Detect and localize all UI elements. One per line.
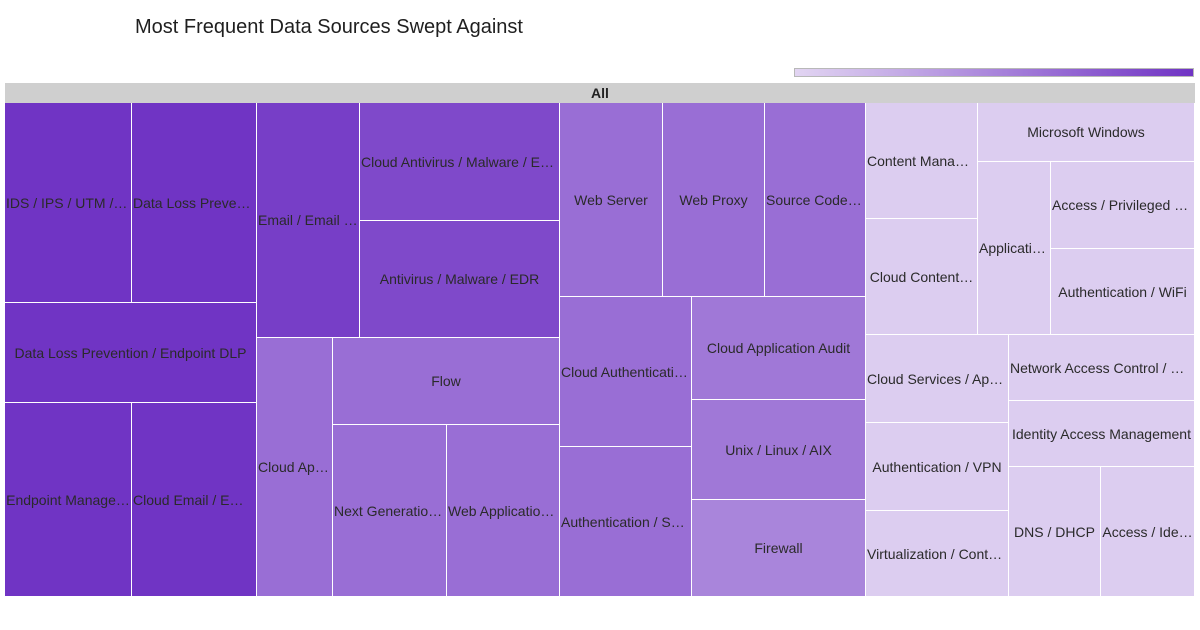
treemap-cell[interactable]: Virtualization / Conta… — [866, 511, 1009, 597]
treemap-area: IDS / IPS / UTM / T… Data Loss Prevent… Da… — [5, 103, 1195, 597]
treemap-cell-label: Applicatio… — [979, 240, 1050, 256]
color-scale-bar — [794, 68, 1194, 77]
treemap-cell-label: Endpoint Manage… — [6, 491, 130, 508]
treemap-cell-label: Firewall — [754, 540, 803, 556]
treemap-cell-label: Cloud Authenticatio… — [561, 363, 691, 380]
treemap-cell-label: Antivirus / Malware / EDR — [379, 271, 540, 287]
treemap-cell-label: Source Code R… — [766, 191, 865, 208]
treemap-cell[interactable]: Authentication / VPN — [866, 423, 1009, 511]
treemap-cell-label: Authentication / VPN — [872, 458, 1002, 475]
treemap-cell[interactable]: Next Generation… — [333, 425, 447, 597]
treemap-cell-label: Data Loss Prevent… — [133, 194, 256, 211]
treemap-cell-label: Next Generation… — [334, 502, 446, 519]
treemap-cell-label: Virtualization / Conta… — [867, 545, 1008, 562]
treemap-cell[interactable]: Flow — [333, 338, 560, 425]
treemap-cell[interactable]: Cloud Application Audit — [692, 297, 866, 400]
chart-title: Most Frequent Data Sources Swept Against — [135, 16, 523, 38]
treemap-cell[interactable]: DNS / DHCP — [1009, 467, 1101, 597]
treemap-cell-label: Identity Access Management — [1012, 425, 1191, 442]
treemap-cell[interactable]: Cloud Email / Ema… — [132, 403, 257, 597]
treemap-cell-label: Web Proxy — [679, 191, 748, 208]
treemap-cell-label: Authentication / WiFi — [1058, 283, 1187, 300]
treemap-cell-label: Authentication / SS… — [561, 513, 691, 530]
treemap-cell[interactable]: Cloud Content… — [866, 219, 978, 335]
treemap-cell-label: Cloud Email / Ema… — [133, 491, 256, 508]
treemap-cell-label: Unix / Linux / AIX — [725, 441, 832, 458]
treemap-cell-label: Cloud Application Audit — [706, 340, 851, 356]
treemap-cell[interactable]: Applicatio… — [978, 162, 1051, 335]
treemap-cell[interactable]: IDS / IPS / UTM / T… — [5, 103, 132, 303]
treemap-cell[interactable]: Web Proxy — [663, 103, 765, 297]
treemap-cell-label: Cloud Content… — [869, 268, 974, 285]
treemap-cell[interactable]: Unix / Linux / AIX — [692, 400, 866, 500]
treemap-cell-label: Cloud Antivirus / Malware / EDR — [361, 153, 559, 170]
treemap-root-all[interactable]: All — [5, 83, 1195, 103]
treemap-cell-label: Web Application… — [448, 502, 559, 519]
treemap-cell-label: IDS / IPS / UTM / T… — [6, 194, 131, 211]
treemap-cell[interactable]: Cloud Appl… — [257, 338, 333, 597]
treemap-cell[interactable]: Web Application… — [447, 425, 560, 597]
treemap-cell[interactable]: Email / Email S… — [257, 103, 360, 338]
treemap-cell[interactable]: Endpoint Manage… — [5, 403, 132, 597]
treemap-cell[interactable]: Content Manag… — [866, 103, 978, 219]
treemap-cell-label: Flow — [431, 373, 461, 389]
treemap-cell[interactable]: Antivirus / Malware / EDR — [360, 221, 560, 338]
treemap-cell[interactable]: Authentication / SS… — [560, 447, 692, 597]
treemap-cell-label: Cloud Appl… — [258, 459, 332, 475]
treemap-cell-label: Access / Privileged U… — [1052, 197, 1194, 213]
treemap-cell-label: Network Access Control / N… — [1010, 359, 1194, 376]
treemap-cell[interactable]: Network Access Control / N… — [1009, 335, 1195, 401]
treemap-cell[interactable]: Access / Ide… — [1101, 467, 1195, 597]
treemap-cell[interactable]: Data Loss Prevention / Endpoint DLP — [5, 303, 257, 403]
treemap-cell-label: Access / Ide… — [1102, 523, 1193, 540]
treemap-cell[interactable]: Access / Privileged U… — [1051, 162, 1195, 249]
treemap-cell[interactable]: Identity Access Management — [1009, 401, 1195, 467]
treemap-cell[interactable]: Cloud Antivirus / Malware / EDR — [360, 103, 560, 221]
treemap-cell[interactable]: Firewall — [692, 500, 866, 597]
treemap-cell[interactable]: Data Loss Prevent… — [132, 103, 257, 303]
treemap-cell[interactable]: Cloud Services / App… — [866, 335, 1009, 423]
treemap-cell-label: Web Server — [574, 191, 648, 208]
treemap-cell[interactable]: Source Code R… — [765, 103, 866, 297]
treemap-cell[interactable]: Web Server — [560, 103, 663, 297]
treemap-cell-label: Content Manag… — [867, 152, 977, 169]
treemap-cell[interactable]: Cloud Authenticatio… — [560, 297, 692, 447]
treemap-cell-label: DNS / DHCP — [1014, 523, 1095, 540]
treemap-cell[interactable]: Microsoft Windows — [978, 103, 1195, 162]
treemap-cell-label: Email / Email S… — [258, 212, 359, 228]
treemap-cell-label: Cloud Services / App… — [867, 370, 1008, 387]
treemap-cell[interactable]: Authentication / WiFi — [1051, 249, 1195, 335]
treemap-cell-label: Microsoft Windows — [1027, 124, 1145, 140]
treemap-cell-label: Data Loss Prevention / Endpoint DLP — [14, 344, 247, 361]
